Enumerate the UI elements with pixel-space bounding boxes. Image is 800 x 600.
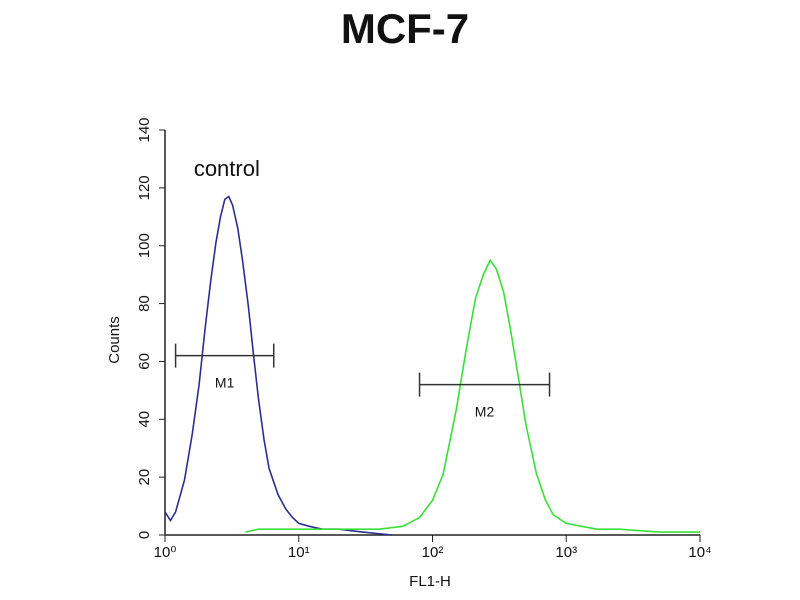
y-tick-label: 100: [136, 233, 153, 258]
y-tick-label: 60: [136, 353, 153, 370]
marker-label: M2: [475, 403, 495, 419]
y-tick-label: 80: [136, 295, 153, 312]
y-tick-label: 40: [136, 411, 153, 428]
chart-title: MCF-7: [341, 5, 469, 52]
y-tick-label: 20: [136, 469, 153, 486]
y-tick-label: 140: [136, 117, 153, 142]
y-tick-label: 120: [136, 175, 153, 200]
x-tick-label: 10²: [422, 544, 444, 561]
y-axis-label: Counts: [106, 316, 123, 364]
marker-label: M1: [215, 374, 235, 390]
x-axis-label: FL1-H: [409, 573, 451, 590]
x-tick-label: 10³: [555, 544, 577, 561]
x-tick-label: 10¹: [288, 544, 310, 561]
histogram-line: [164, 195, 393, 536]
y-tick-label: 0: [136, 531, 153, 539]
x-tick-label: 10⁰: [154, 544, 177, 561]
histogram-line: [245, 258, 700, 533]
x-tick-label: 10⁴: [688, 544, 711, 561]
annotation: control: [194, 156, 260, 181]
